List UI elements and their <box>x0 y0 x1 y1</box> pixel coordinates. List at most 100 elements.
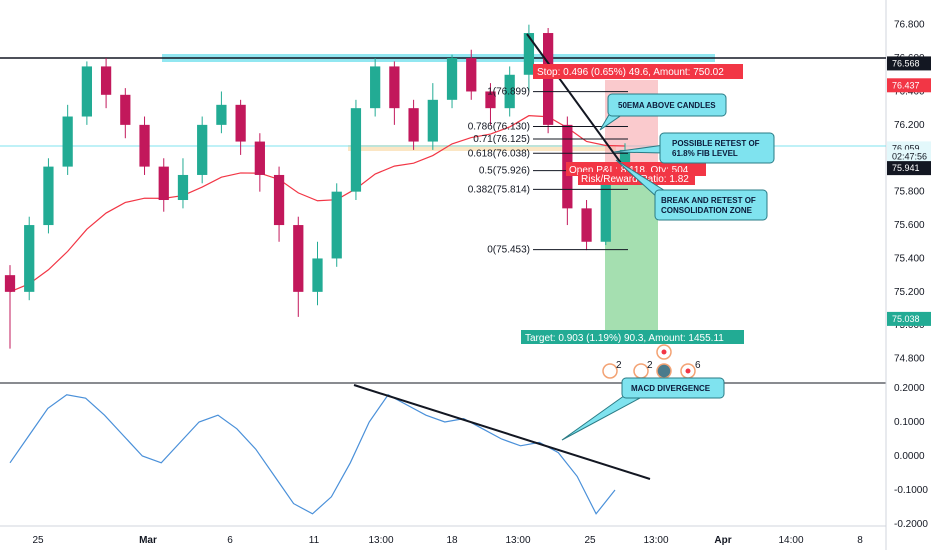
candle <box>273 166 285 242</box>
callout-break-retest: BREAK AND RETEST OF CONSOLIDATION ZONE <box>615 159 768 221</box>
candle <box>254 133 265 192</box>
svg-text:75.941: 75.941 <box>892 163 920 173</box>
stop-label: Stop: 0.496 (0.65%) 49.6, Amount: 750.02 <box>537 67 724 78</box>
candle <box>504 66 515 117</box>
callout-break-text-1: BREAK AND RETEST OF <box>661 196 756 205</box>
candle <box>581 200 592 251</box>
fib-label: 0.618(76.038) <box>468 148 530 159</box>
callout-50ema: 50EMA ABOVE CANDLES <box>599 93 727 131</box>
price-axis-tick: 75.600 <box>894 220 925 231</box>
event-count-5: 6 <box>695 360 701 371</box>
fib-level: 0.71(76.125) <box>473 134 628 145</box>
price-axis-tick: 76.800 <box>894 20 925 31</box>
time-axis-tick: 18 <box>446 535 458 546</box>
svg-text:02:47:56: 02:47:56 <box>892 152 927 162</box>
candle <box>466 49 477 100</box>
time-axis-tick: 25 <box>584 535 596 546</box>
event-count-2: 2 <box>647 360 653 371</box>
candle <box>293 216 304 317</box>
candle <box>158 158 169 212</box>
candle <box>485 83 496 125</box>
callout-50ema-text: 50EMA ABOVE CANDLES <box>618 101 716 110</box>
fib-zone-highlight <box>348 145 616 151</box>
target-zone <box>605 164 658 334</box>
candle <box>24 216 35 301</box>
candle <box>331 183 342 267</box>
candle <box>370 58 381 117</box>
event-icon-1 <box>602 363 618 379</box>
time-axis-tick: 8 <box>857 535 863 546</box>
macd-trendline <box>353 384 651 480</box>
event-icon-2 <box>633 363 649 379</box>
candle <box>408 99 419 150</box>
macd-axis-tick: 0.0000 <box>894 451 925 462</box>
time-axis-tick: 25 <box>32 535 44 546</box>
candle <box>427 83 438 150</box>
price-trendline <box>526 33 627 171</box>
price-axis-tick: 74.800 <box>894 354 925 365</box>
fib-level: 0.786(76.130) <box>468 122 628 133</box>
macd-axis-tick: -0.1000 <box>894 485 928 496</box>
price-axis-tick: 75.800 <box>894 187 925 198</box>
candle <box>43 158 54 234</box>
price-axis-tick: 76.200 <box>894 120 925 131</box>
fib-label: 0(75.453) <box>487 245 530 256</box>
callout-macd: MACD DIVERGENCE <box>561 377 725 441</box>
candle <box>389 61 400 125</box>
price-axis-tick: 75.400 <box>894 253 925 264</box>
candle <box>100 58 112 109</box>
macd-axis-tick: 0.2000 <box>894 383 925 394</box>
fib-level: 0(75.453) <box>487 245 628 256</box>
event-icon-4 <box>656 363 672 379</box>
time-axis-tick: 14:00 <box>778 535 803 546</box>
candle <box>446 54 458 109</box>
fib-label: 0.71(76.125) <box>473 134 530 145</box>
fib-label: 0.382(75.814) <box>468 184 530 195</box>
callout-break-text-2: CONSOLIDATION ZONE <box>661 206 753 215</box>
ema-line <box>9 115 626 293</box>
fib-label: 0.786(76.130) <box>468 122 530 133</box>
candle <box>312 241 323 306</box>
price-axis-tick: 75.200 <box>894 287 925 298</box>
time-axis-tick: 13:00 <box>643 535 668 546</box>
svg-text:76.437: 76.437 <box>892 80 920 90</box>
macd-axis-tick: -0.2000 <box>894 519 928 530</box>
candle <box>216 91 227 134</box>
candle <box>350 99 362 201</box>
event-count-1: 2 <box>616 360 622 371</box>
candle <box>197 116 208 184</box>
macd-axis-tick: 0.1000 <box>894 417 925 428</box>
target-label-box: Target: 0.903 (1.19%) 90.3, Amount: 1455… <box>521 330 744 344</box>
time-axis-tick: 13:00 <box>505 535 530 546</box>
callout-macd-text: MACD DIVERGENCE <box>631 384 711 393</box>
candle <box>4 265 16 349</box>
time-axis-tick: 11 <box>309 535 320 546</box>
svg-text:76.568: 76.568 <box>892 58 920 68</box>
price-tag: 75.038 <box>887 311 931 326</box>
candle <box>120 88 131 139</box>
callout-fib-retest: POSSIBLE RETEST OF 61.8% FIB LEVEL <box>613 132 775 164</box>
target-label: Target: 0.903 (1.19%) 90.3, Amount: 1455… <box>525 333 724 344</box>
svg-text:75.038: 75.038 <box>892 314 920 324</box>
price-tag: 76.437 <box>887 78 931 93</box>
candle <box>543 28 554 134</box>
time-axis-tick: 13:00 <box>368 535 393 546</box>
svg-text:76.059: 76.059 <box>892 143 920 153</box>
price-tag: 75.941 <box>887 161 931 176</box>
macd-line <box>9 394 616 515</box>
callout-fib-text-2: 61.8% FIB LEVEL <box>672 149 738 158</box>
fib-level: 1(76.899) <box>487 87 628 98</box>
price-tag: 76.568 <box>887 56 931 71</box>
fib-label: 1(76.899) <box>487 87 530 98</box>
candle <box>62 104 73 175</box>
time-axis-tick: 6 <box>227 535 233 546</box>
rr-label: Risk/Reward Ratio: 1.82 <box>581 174 689 185</box>
candle <box>523 24 535 92</box>
callout-fib-text-1: POSSIBLE RETEST OF <box>672 139 760 148</box>
event-icons[interactable]: 2 2 6 <box>602 344 701 379</box>
time-axis-tick: Apr <box>714 535 731 546</box>
fib-level: 0.618(76.038) <box>468 148 628 159</box>
fib-level: 0.382(75.814) <box>468 184 628 195</box>
time-axis-tick: Mar <box>139 535 157 546</box>
